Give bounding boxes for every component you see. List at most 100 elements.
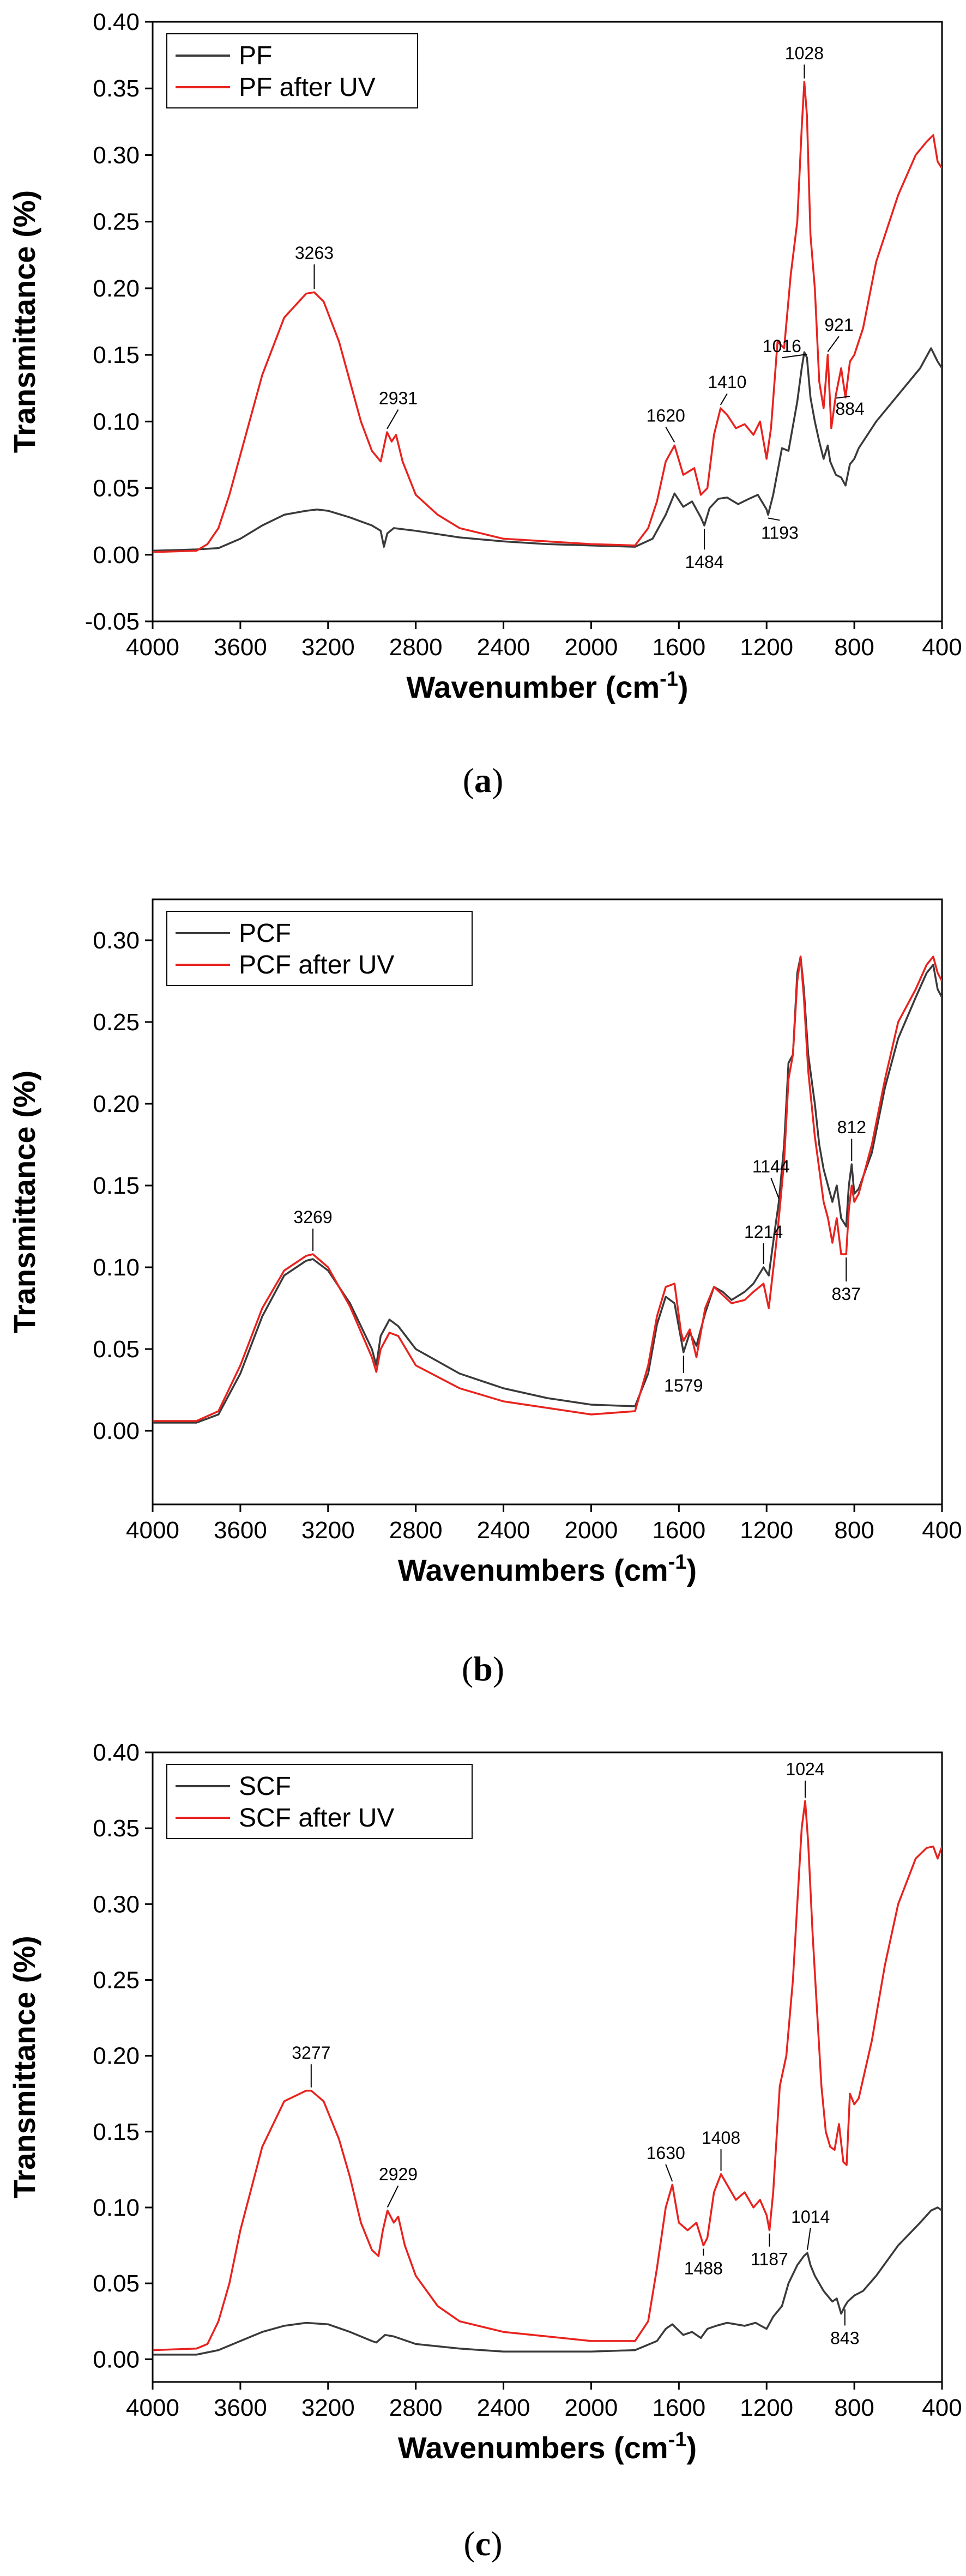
x-tick-label: 400	[922, 2394, 962, 2421]
chart-panel-a: 4000 3600 3200 2800 2400 2000 1600 1200 800 400 -0…	[0, 0, 966, 818]
peak-label: 1016	[763, 336, 801, 356]
peak-leader-line	[770, 1177, 780, 1199]
x-tick-label: 1600	[652, 2394, 705, 2421]
x-tick-label: 2800	[389, 2394, 443, 2421]
y-axis-title: Transmittance (%)	[7, 1071, 41, 1333]
legend-label: PF after UV	[239, 73, 376, 102]
x-tick-label: 800	[834, 1517, 874, 1544]
x-axis-title-sup: -1	[668, 2428, 687, 2451]
y-tick-label: 0.40	[93, 1739, 140, 1766]
peak-label: 1410	[708, 372, 746, 392]
peak-leader-line	[387, 409, 399, 430]
caption-c: (c)	[463, 2524, 503, 2563]
y-tick-label: 0.25	[93, 209, 140, 235]
peak-label: 1193	[761, 523, 799, 542]
caption-b: (b)	[461, 1649, 505, 1688]
x-axis-title-text: Wavenumbers (cm	[398, 1553, 668, 1587]
peak-leader-line	[807, 2228, 811, 2250]
peak-label: 3263	[295, 243, 334, 263]
series-line-original	[153, 347, 942, 552]
legend-label: SCF	[239, 1772, 291, 1801]
peak-leader-line	[387, 2185, 399, 2208]
y-axis-title: Transmittance (%)	[7, 1936, 41, 2198]
x-tick-label: 2000	[564, 1517, 618, 1544]
y-tick-label: 0.30	[93, 1891, 140, 1918]
y-tick-label: 0.10	[93, 408, 140, 435]
peak-label: 3269	[293, 1207, 332, 1227]
y-tick-label: 0.30	[93, 142, 140, 168]
y-tick-label: -0.05	[85, 608, 140, 635]
legend-box	[166, 1764, 473, 1839]
legend-box	[166, 911, 473, 986]
x-tick-label: 2400	[477, 1517, 530, 1544]
x-axis-title-text: Wavenumber (cm	[406, 670, 660, 704]
y-tick-label: 0.05	[93, 2270, 140, 2297]
plot-frame	[152, 898, 943, 1505]
peak-label: 1028	[785, 43, 824, 63]
x-axis-title: Wavenumbers (cm-1)	[398, 1551, 697, 1587]
peak-label: 2931	[379, 389, 418, 408]
peak-leader-line	[836, 396, 850, 399]
x-tick-label: 3600	[214, 634, 267, 661]
peak-leader-line	[827, 336, 840, 352]
series-line-after-uv	[153, 81, 942, 553]
peak-label: 884	[835, 399, 864, 419]
peak-label: 3277	[292, 2043, 330, 2063]
x-tick-label: 1600	[652, 634, 705, 661]
peak-label: 1187	[751, 2250, 788, 2269]
peak-label: 1484	[685, 552, 723, 572]
chart-panel-c: 4000 3600 3200 2800 2400 2000 1600 1200 800 400 0.…	[0, 1722, 966, 2576]
x-tick-label: 3200	[301, 1517, 355, 1544]
x-axis-title-close: )	[687, 2430, 697, 2465]
peak-label: 1024	[786, 1759, 824, 1779]
peak-label: 1014	[791, 2207, 830, 2227]
peak-label: 843	[830, 2328, 859, 2348]
x-tick-label: 3600	[214, 1517, 267, 1544]
peak-leader-line	[782, 354, 807, 359]
y-tick-label: 0.05	[93, 475, 140, 502]
y-tick-label: 0.15	[93, 342, 140, 368]
peak-leader-line	[768, 517, 780, 521]
x-tick-label: 4000	[126, 1517, 179, 1544]
y-tick-label: 0.35	[93, 1815, 140, 1842]
peak-label: 1630	[647, 2143, 685, 2163]
chart-c: 4000 3600 3200 2800 2400 2000 1600 1200 800 400 0.…	[7, 1739, 962, 2465]
x-tick-label: 4000	[126, 634, 179, 661]
x-tick-label: 3200	[301, 634, 355, 661]
x-axis-title-sup: -1	[668, 1551, 687, 1574]
caption-a: (a)	[462, 761, 504, 800]
plot-frame	[152, 1751, 943, 2383]
x-tick-label: 1200	[740, 1517, 793, 1544]
series-line-after-uv	[153, 1800, 942, 2351]
chart-b: 4000 3600 3200 2800 2400 2000 1600 1200 800 400 0.…	[7, 898, 962, 1587]
y-tick-label: 0.00	[93, 1418, 140, 1444]
legend-label: PCF	[239, 919, 291, 948]
peak-label: 1579	[664, 1376, 703, 1395]
y-tick-label: 0.15	[93, 1172, 140, 1199]
y-tick-label: 0.00	[93, 542, 140, 569]
x-tick-label: 2800	[389, 1517, 443, 1544]
y-tick-label: 0.05	[93, 1336, 140, 1363]
peak-label: 837	[832, 1284, 861, 1304]
y-tick-label: 0.35	[93, 75, 140, 102]
y-tick-label: 0.10	[93, 1254, 140, 1281]
x-axis-title-text: Wavenumbers (cm	[398, 2430, 668, 2465]
x-axis-title: Wavenumbers (cm-1)	[398, 2428, 697, 2465]
x-axis-title-close: )	[687, 1553, 697, 1587]
peak-leader-line	[720, 393, 728, 406]
y-tick-label: 0.30	[93, 927, 140, 954]
y-tick-label: 0.10	[93, 2194, 140, 2221]
peak-label: 1488	[684, 2258, 723, 2278]
x-tick-label: 3600	[214, 2394, 267, 2421]
x-tick-label: 1600	[652, 1517, 705, 1544]
peak-label: 1620	[647, 406, 685, 425]
x-tick-label: 800	[834, 2394, 874, 2421]
series-line-after-uv	[153, 956, 942, 1422]
y-tick-label: 0.15	[93, 2119, 140, 2145]
x-tick-label: 1200	[740, 634, 793, 661]
peak-leader-line	[665, 426, 675, 443]
y-axis-title: Transmittance (%)	[7, 190, 41, 453]
x-tick-label: 2000	[564, 2394, 618, 2421]
y-tick-label: 0.40	[93, 9, 140, 35]
x-axis-title-close: )	[678, 670, 689, 704]
